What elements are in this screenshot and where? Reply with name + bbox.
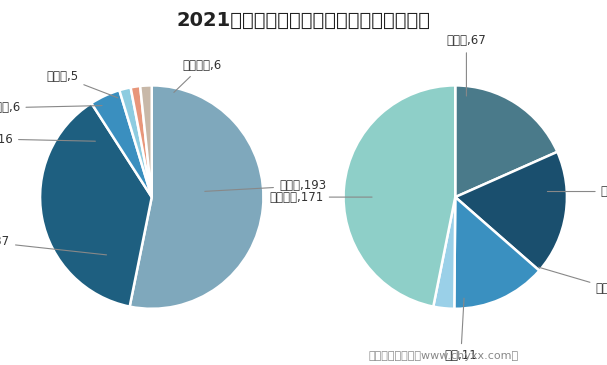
Wedge shape bbox=[433, 197, 455, 309]
Wedge shape bbox=[131, 86, 152, 197]
Wedge shape bbox=[140, 85, 152, 197]
Wedge shape bbox=[455, 85, 557, 197]
Text: 其他省市,6: 其他省市,6 bbox=[174, 59, 222, 92]
Text: 广东省,193: 广东省,193 bbox=[205, 180, 326, 192]
Text: 制图：智研咨询（www.chyxx.com）: 制图：智研咨询（www.chyxx.com） bbox=[368, 351, 518, 361]
Text: 日本,11: 日本,11 bbox=[444, 298, 477, 362]
Text: 上海市,16: 上海市,16 bbox=[0, 132, 95, 146]
Wedge shape bbox=[344, 85, 455, 307]
Wedge shape bbox=[120, 88, 152, 197]
Wedge shape bbox=[130, 85, 263, 309]
Wedge shape bbox=[40, 103, 152, 307]
Wedge shape bbox=[92, 90, 152, 197]
Text: 2021年亚麻纱线主要进口省市和进口来源地: 2021年亚麻纱线主要进口省市和进口来源地 bbox=[177, 11, 430, 30]
Text: 其他地区,171: 其他地区,171 bbox=[270, 191, 372, 204]
Text: 比利时,67: 比利时,67 bbox=[447, 34, 486, 96]
Text: 福建省,6: 福建省,6 bbox=[0, 101, 102, 114]
Wedge shape bbox=[454, 197, 539, 309]
Wedge shape bbox=[455, 152, 567, 270]
Text: 江苏省,137: 江苏省,137 bbox=[0, 235, 107, 255]
Text: 浙江省,5: 浙江省,5 bbox=[46, 70, 118, 98]
Text: 埃及,50: 埃及,50 bbox=[538, 267, 607, 295]
Text: 意大利,66: 意大利,66 bbox=[548, 185, 607, 198]
